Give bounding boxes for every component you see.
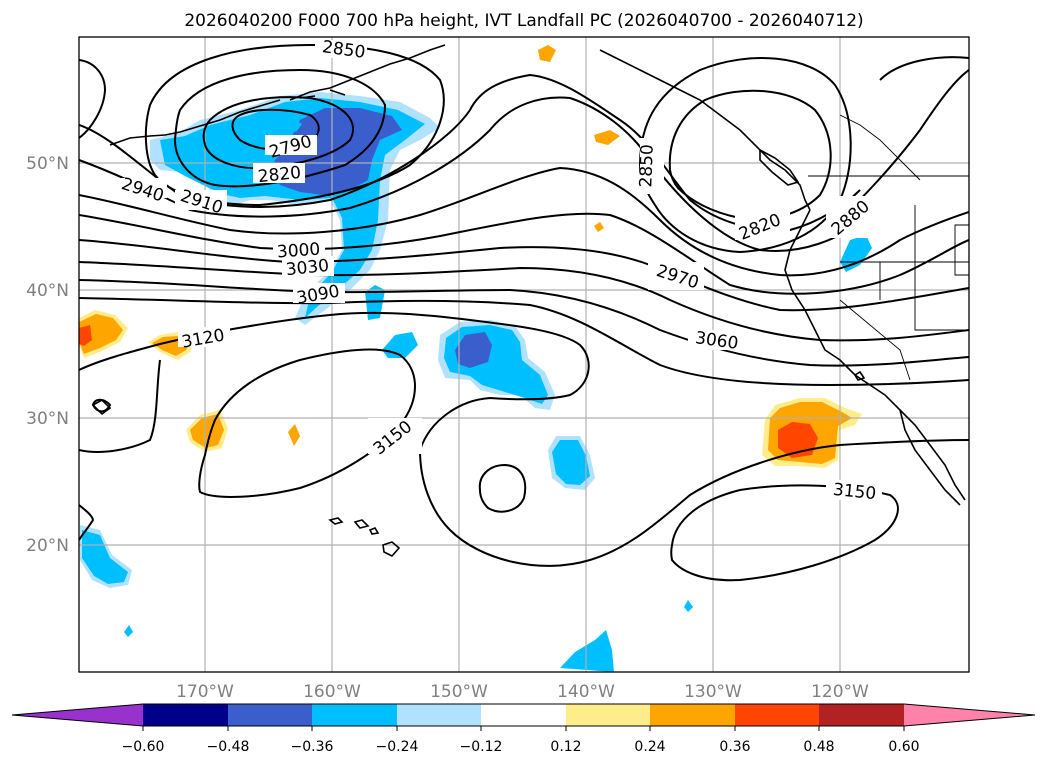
contour-3000: [79, 212, 969, 295]
lat-label-40n: 40°N: [26, 281, 69, 301]
contour-label-3030: 3030: [285, 256, 330, 280]
colorbar-tick-1: −0.60: [122, 739, 165, 755]
blue-region-tiny-1: [280, 118, 302, 132]
contour-2850-low: [173, 68, 387, 188]
orange-region-west-core: [79, 314, 123, 354]
lon-label-170w: 170°W: [176, 682, 234, 702]
longitude-labels: 170°W 160°W 150°W 140°W 130°W 120°W: [176, 682, 869, 702]
map-frame: [78, 36, 970, 673]
colorbar-bin-2: [228, 704, 312, 726]
blue-region-south-2: [560, 630, 614, 672]
contour-2850-east: [638, 57, 852, 254]
contour-2820-low: [202, 96, 355, 170]
colorbar-tick-9: 0.48: [803, 739, 834, 755]
canada-interior: [839, 114, 921, 181]
colorbar-tick-7: 0.24: [634, 739, 665, 755]
lon-label-120w: 120°W: [811, 682, 869, 702]
contour-label-3150-east: 3150: [832, 480, 877, 504]
height-contours: [79, 43, 969, 582]
figure-title: 2026040200 F000 700 hPa height, IVT Land…: [184, 11, 863, 31]
colorbar-bin-9: [819, 704, 904, 726]
contour-2940: [79, 96, 871, 252]
contour-label-halos: [115, 40, 882, 500]
small-island-2: [853, 370, 866, 381]
colorbar-under-arrow: [12, 704, 143, 726]
colorbar-tick-6: 0.12: [550, 739, 581, 755]
state-border-2: [914, 205, 969, 331]
hawaii-3: [382, 541, 401, 557]
colorbar-tick-4: −0.24: [376, 739, 419, 755]
colorbar-bin-6: [566, 704, 650, 726]
blue-region-coast: [840, 235, 872, 272]
colorbar-bin-5: [481, 704, 566, 726]
hawaii-2: [353, 519, 370, 529]
latitude-labels: 50°N 40°N 30°N 20°N: [26, 154, 69, 556]
blue-region-tiny-2: [684, 600, 693, 612]
lat-label-20n: 20°N: [26, 536, 69, 556]
colorbar-bin-8: [735, 704, 819, 726]
coastlines: [91, 44, 966, 557]
contour-3030: [79, 239, 969, 312]
contour-label-3000: 3000: [276, 240, 321, 263]
orange-region-small-3: [594, 130, 620, 145]
baja-coast: [899, 409, 961, 506]
blue-region-small-2: [365, 285, 385, 320]
orange-region-170w-core: [190, 414, 224, 448]
aleutian-islands: [109, 99, 281, 146]
orange-region-small-1: [288, 424, 300, 446]
contour-3090-b: [79, 297, 969, 387]
blue-region-tiny-3: [124, 625, 133, 637]
state-border-4: [954, 224, 969, 276]
contour-small-ring: [91, 398, 112, 413]
contour-3120-a: [79, 311, 969, 567]
contour-label-2850-east: 2850: [636, 144, 657, 188]
contour-2820-east: [668, 89, 832, 221]
colorbar-bin-7: [650, 704, 735, 726]
lat-label-50n: 50°N: [26, 154, 69, 174]
us-west-coast: [784, 209, 966, 501]
contour-2970: [79, 166, 969, 277]
contour-3060: [79, 261, 969, 342]
colorbar-tick-8: 0.36: [719, 739, 750, 755]
lon-label-150w: 150°W: [430, 682, 488, 702]
vancouver-island: [759, 148, 800, 186]
ivt-negative-shading: [80, 92, 872, 672]
contour-nw-corner: [79, 59, 107, 139]
blue-region-east-core: [552, 440, 590, 485]
lon-label-130w: 130°W: [684, 682, 742, 702]
map-area: 2850 2790 2820 2940 2910 3000 3030 3090 …: [79, 37, 969, 672]
colorbar: −0.60 −0.48 −0.36 −0.24 −0.12 0.12 0.24 …: [11, 703, 1036, 755]
colorbar-over-arrow: [904, 704, 1035, 726]
hawaii-4: [368, 527, 380, 535]
contour-sw-corner: [79, 504, 95, 541]
orange-region-small-2: [538, 45, 556, 62]
colorbar-tick-5: −0.12: [460, 739, 503, 755]
colorbar-bin-3: [312, 704, 397, 726]
contour-3150-c: [670, 484, 899, 582]
lon-label-140w: 140°W: [557, 682, 615, 702]
colorbar-tick-10: 0.60: [888, 739, 919, 755]
colorbar-tick-2: −0.48: [207, 739, 250, 755]
hawaii-1: [328, 517, 344, 525]
contour-3090: [79, 279, 969, 367]
colorbar-bin-4: [397, 704, 481, 726]
contour-3120-b: [79, 359, 161, 453]
orange-region-west-strong: [79, 325, 92, 346]
blue-region-mid-strong: [455, 332, 492, 368]
colorbar-tick-marks: [142, 726, 905, 731]
lon-label-160w: 160°W: [303, 682, 361, 702]
political-borders: [808, 114, 969, 381]
colorbar-tick-3: −0.36: [291, 739, 334, 755]
blue-region-south-1-core: [82, 530, 128, 584]
state-border-5: [839, 299, 911, 381]
colorbar-bin-1: [143, 704, 228, 726]
lat-label-30n: 30°N: [26, 409, 69, 429]
contour-label-2820: 2820: [257, 163, 302, 187]
contour-3150-a: [198, 348, 416, 498]
contour-3150-b: [478, 463, 527, 513]
orange-region-small-4: [594, 222, 604, 232]
